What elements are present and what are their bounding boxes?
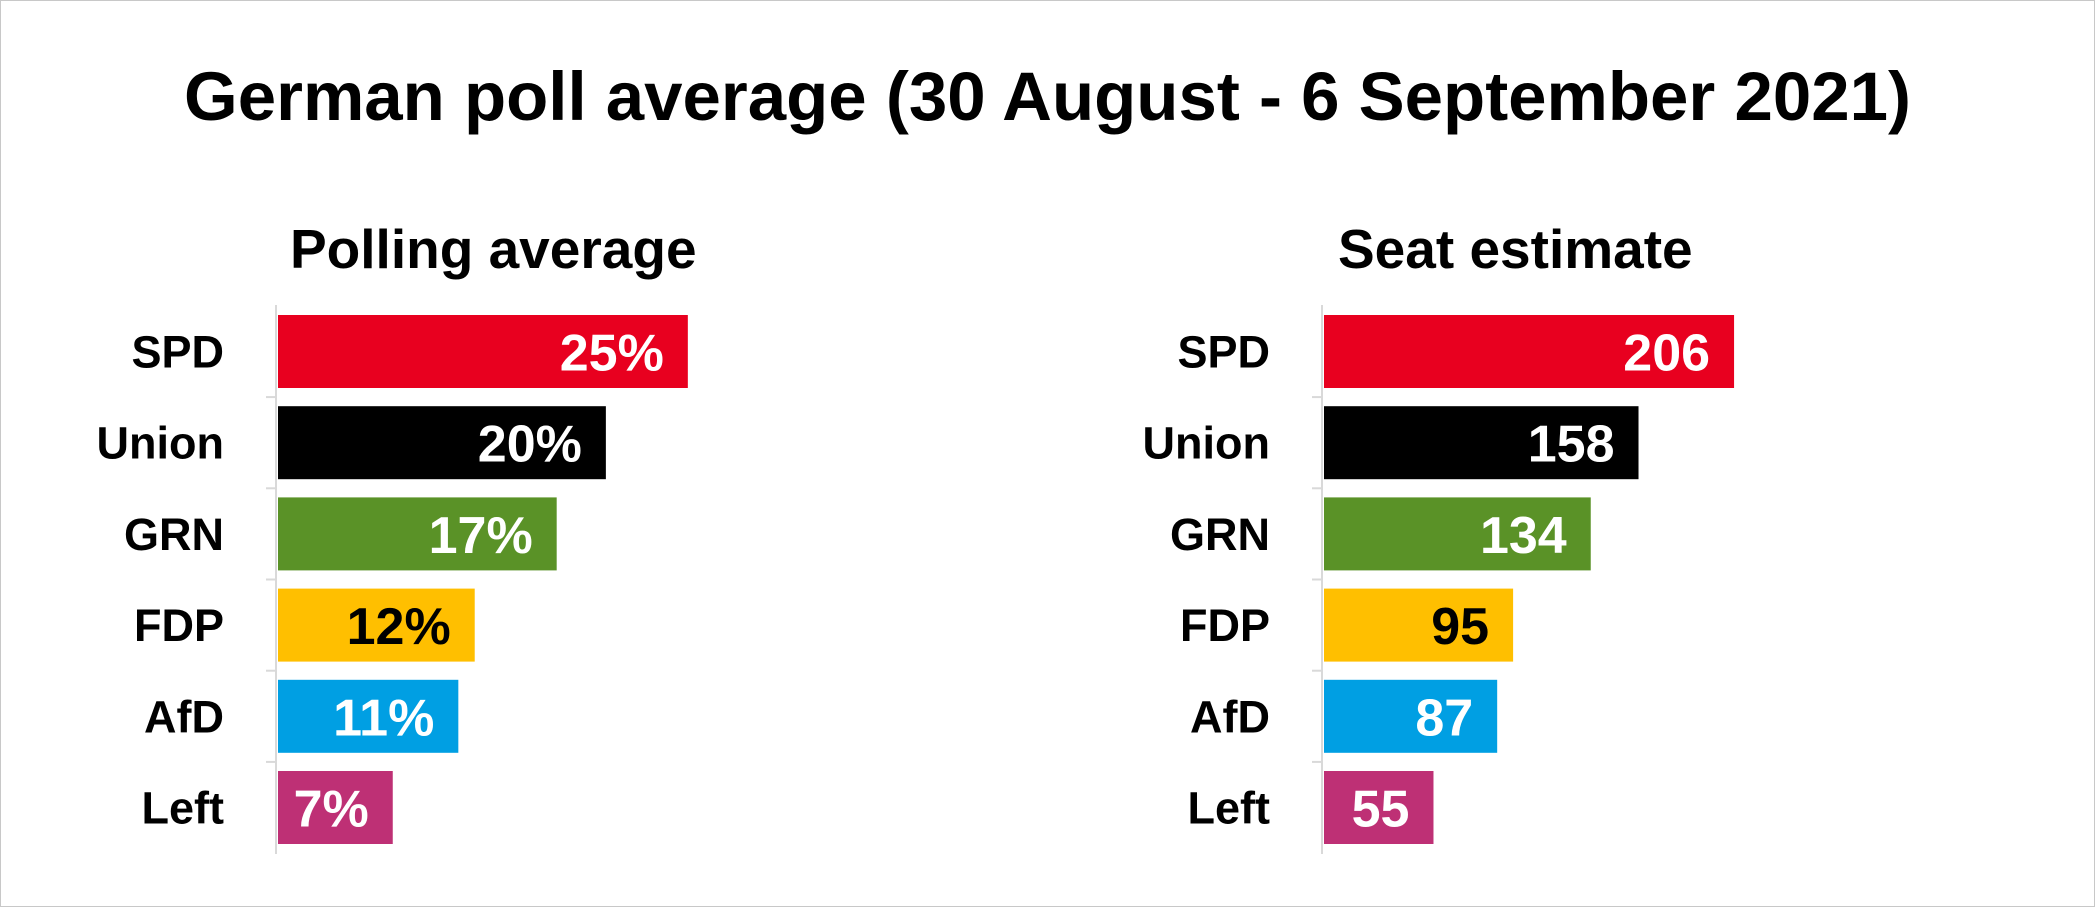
seats-bar-union (1324, 406, 1639, 480)
seats-category-label-fdp: FDP (1180, 600, 1270, 651)
seats-category-label-afd: AfD (1190, 691, 1270, 742)
polling-bar-grn (278, 497, 557, 571)
polling-category-label-left: Left (142, 783, 225, 834)
seats-bar-afd (1324, 679, 1498, 753)
seats-category-label-grn: GRN (1170, 509, 1270, 560)
polling-category-label-grn: GRN (124, 509, 224, 560)
seats-category-label-spd: SPD (1177, 327, 1270, 378)
seats-bar-spd (1324, 315, 1735, 388)
polling-bar-union (278, 406, 606, 480)
seats-value-label-fdp: 95 (1431, 598, 1489, 656)
main-title: German poll average (30 August - 6 Septe… (184, 58, 1911, 135)
seats-value-label-grn: 134 (1480, 507, 1567, 565)
polling-category-label-spd: SPD (131, 327, 224, 378)
polling-value-label-spd: 25% (560, 325, 664, 383)
seats-value-label-union: 158 (1528, 416, 1615, 474)
polling-value-label-fdp: 12% (347, 598, 451, 656)
seats-chart: Seat estimate SPD 206 Union 158 GRN 134 FDP 95 Af… (1143, 218, 1735, 854)
polling-category-label-afd: AfD (144, 691, 224, 742)
seats-chart-title: Seat estimate (1338, 218, 1693, 280)
seats-bar-grn (1324, 497, 1591, 571)
polling-category-label-fdp: FDP (134, 600, 224, 651)
polling-chart-title: Polling average (290, 218, 697, 280)
seats-value-label-afd: 87 (1415, 689, 1473, 747)
seats-category-label-left: Left (1188, 783, 1271, 834)
polling-bar-left (278, 771, 393, 844)
polling-bar-fdp (278, 588, 475, 662)
polling-value-label-grn: 17% (429, 507, 533, 565)
polling-chart: Polling average SPD 25% Union 20% GRN 17% FDP 12… (97, 218, 697, 854)
polling-category-label-union: Union (97, 418, 224, 469)
polling-value-label-afd: 11% (333, 689, 434, 747)
polling-bar-afd (278, 679, 459, 753)
seats-bar-left (1324, 771, 1434, 844)
seats-value-label-spd: 206 (1623, 325, 1710, 383)
polling-value-label-left: 7% (294, 781, 369, 839)
seats-category-label-union: Union (1143, 418, 1270, 469)
seats-bar-fdp (1324, 588, 1514, 662)
polling-value-label-union: 20% (478, 416, 582, 474)
seats-value-label-left: 55 (1352, 781, 1410, 839)
polling-bar-spd (278, 315, 688, 388)
